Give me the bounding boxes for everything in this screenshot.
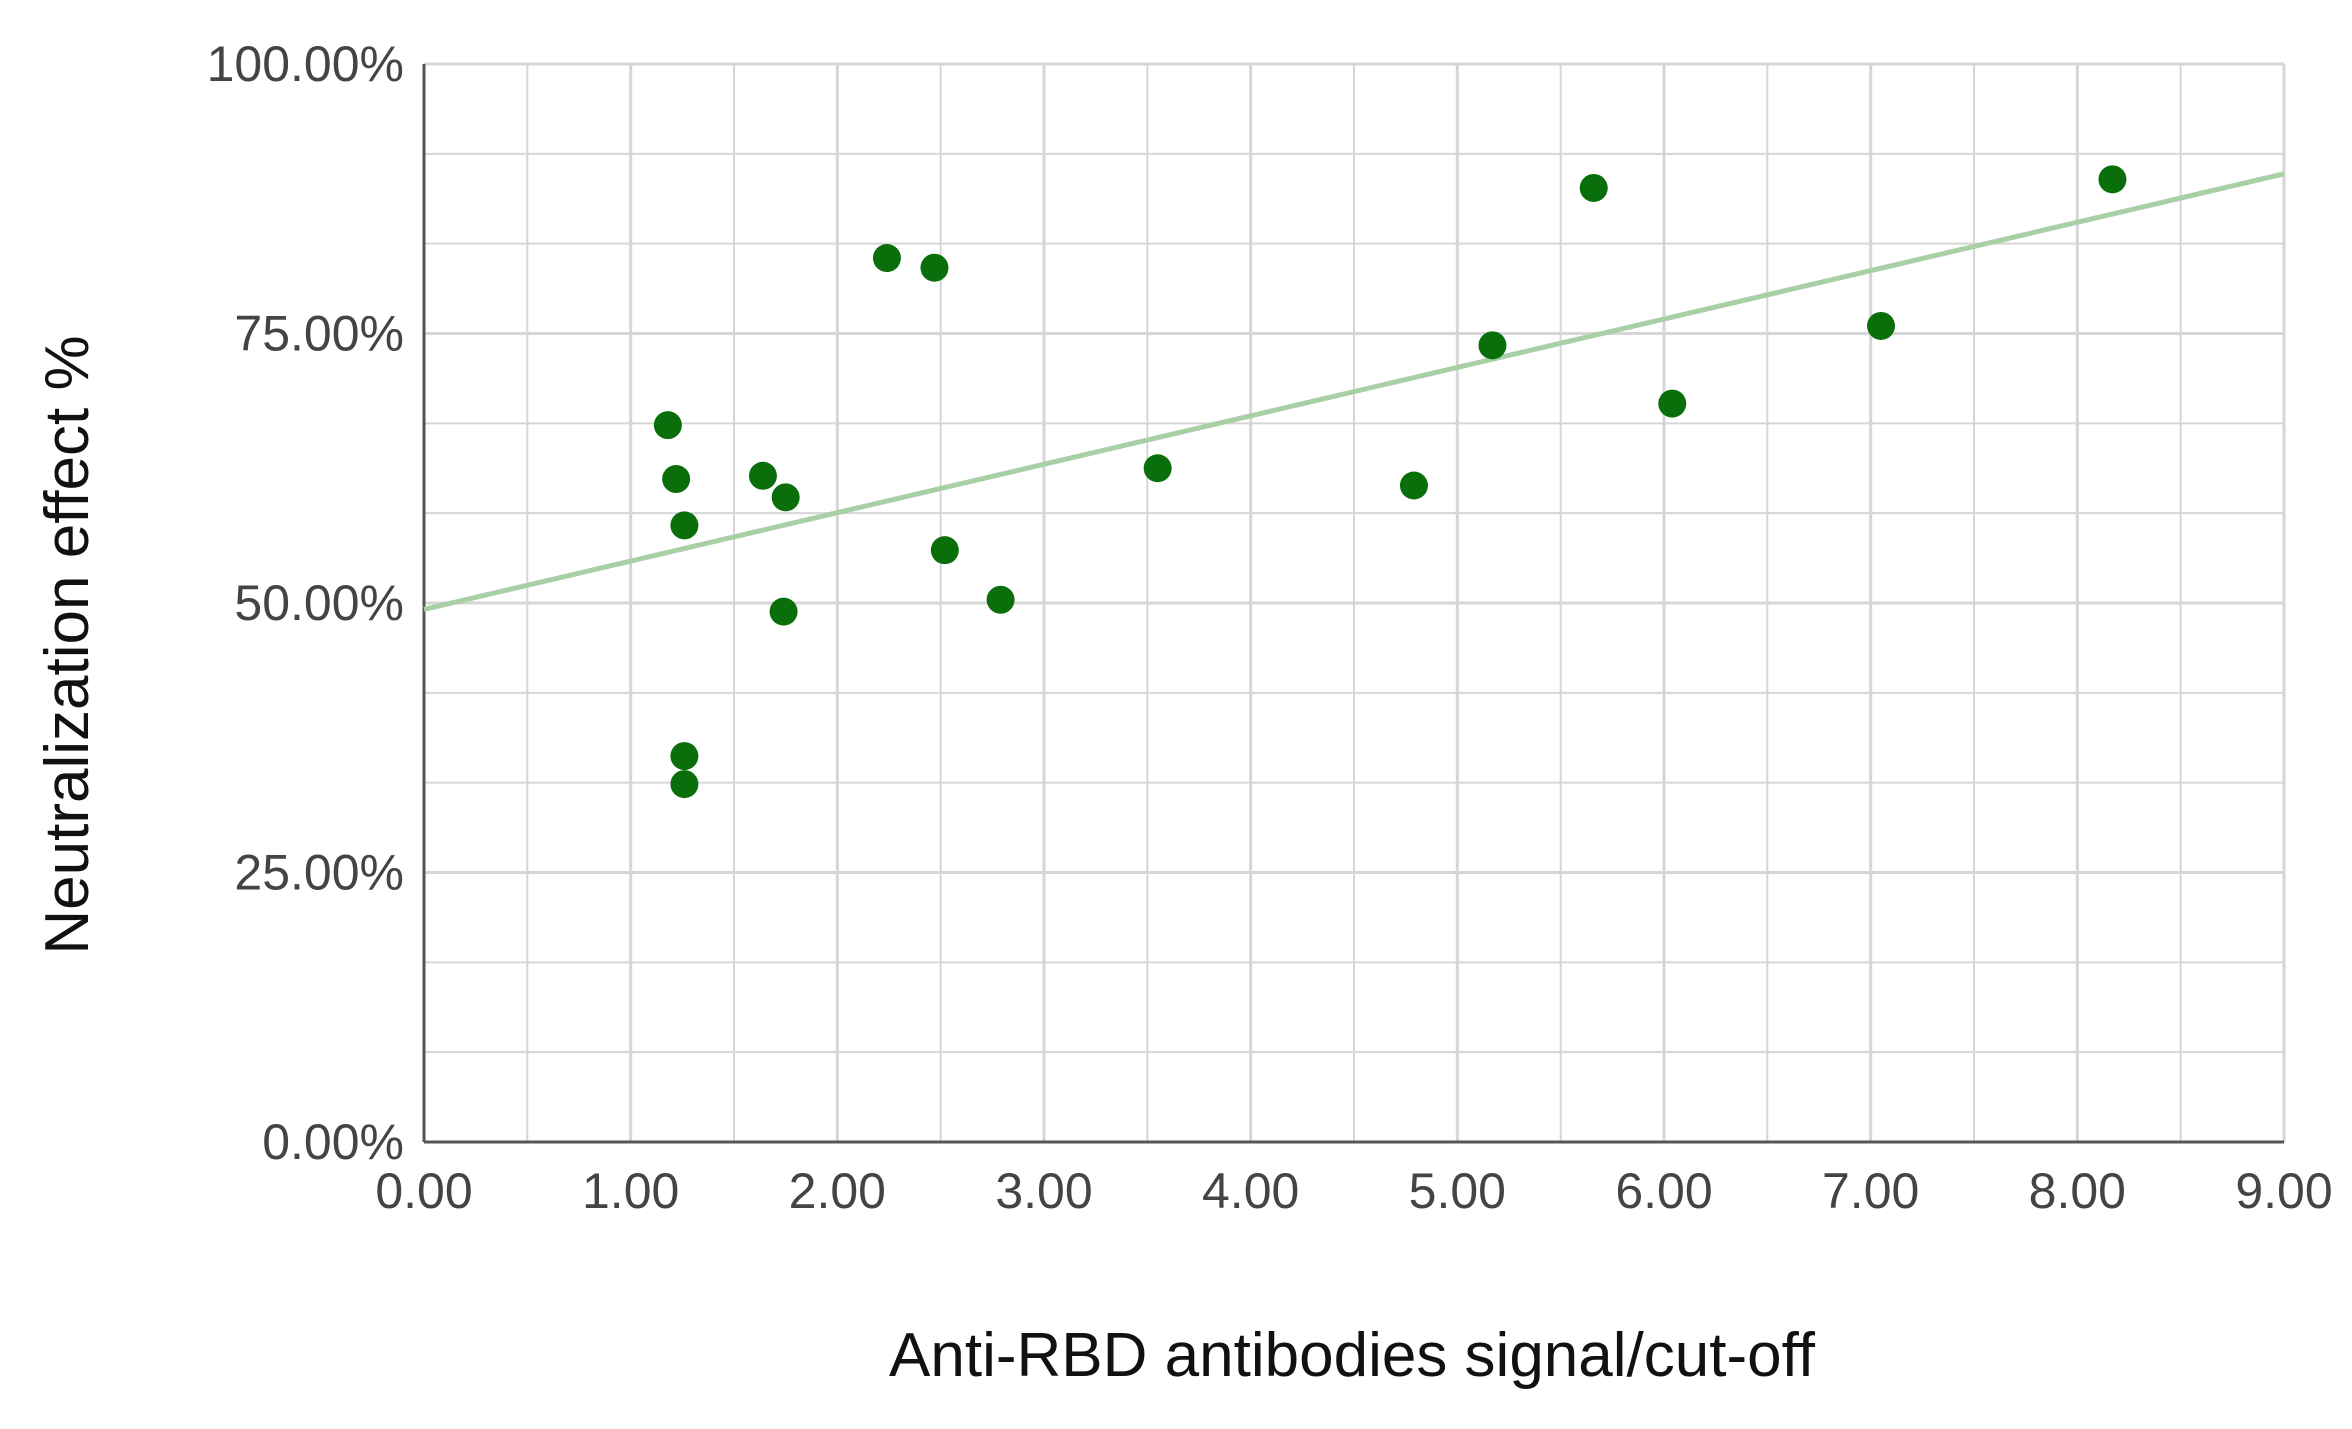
data-point bbox=[771, 483, 800, 512]
data-point bbox=[872, 244, 901, 273]
data-point bbox=[748, 461, 777, 490]
x-tick-label: 8.00 bbox=[2029, 1163, 2126, 1219]
x-tick-label: 2.00 bbox=[789, 1163, 886, 1219]
data-point bbox=[1867, 311, 1895, 340]
data-point bbox=[670, 742, 699, 771]
data-point bbox=[1143, 454, 1172, 483]
y-tick-label: 0.00% bbox=[262, 1114, 404, 1170]
x-tick-label: 4.00 bbox=[1202, 1163, 1299, 1219]
axes bbox=[422, 64, 2284, 1144]
grid bbox=[424, 62, 2286, 1142]
data-point bbox=[1478, 331, 1507, 360]
trendline bbox=[423, 171, 2285, 612]
data-point bbox=[1579, 173, 1608, 202]
x-tick-label: 0.00 bbox=[375, 1163, 472, 1219]
y-tick-label: 100.00% bbox=[207, 36, 404, 92]
y-tick-labels: 0.00% 25.00% 50.00% 75.00% 100.00% bbox=[207, 36, 404, 1170]
x-axis-title: Anti-RBD antibodies signal/cut-off bbox=[889, 1321, 1816, 1390]
x-tick-label: 9.00 bbox=[2235, 1163, 2332, 1219]
y-tick-label: 75.00% bbox=[234, 306, 404, 362]
data-point bbox=[920, 253, 949, 282]
x-tick-label: 6.00 bbox=[1615, 1163, 1712, 1219]
data-point bbox=[670, 511, 699, 540]
y-axis-title: Neutralization effect % bbox=[33, 335, 102, 954]
data-point bbox=[1658, 389, 1687, 418]
data-point bbox=[1399, 471, 1428, 500]
x-tick-label: 5.00 bbox=[1409, 1163, 1506, 1219]
data-points bbox=[653, 165, 2127, 799]
data-point bbox=[930, 536, 959, 565]
x-tick-label: 7.00 bbox=[1822, 1163, 1919, 1219]
y-tick-label: 50.00% bbox=[234, 575, 404, 631]
x-tick-labels: 0.00 1.00 2.00 3.00 4.00 5.00 6.00 7.00 8.00 9.00 bbox=[375, 1163, 2332, 1219]
trendline-layer bbox=[423, 171, 2285, 612]
data-point bbox=[769, 597, 798, 626]
x-tick-label: 3.00 bbox=[995, 1163, 1092, 1219]
data-point bbox=[653, 411, 682, 440]
x-tick-label: 1.00 bbox=[582, 1163, 679, 1219]
data-point bbox=[986, 585, 1015, 614]
data-point bbox=[662, 465, 691, 494]
data-point bbox=[670, 770, 699, 799]
data-point bbox=[2098, 165, 2127, 194]
y-tick-label: 25.00% bbox=[234, 845, 404, 901]
